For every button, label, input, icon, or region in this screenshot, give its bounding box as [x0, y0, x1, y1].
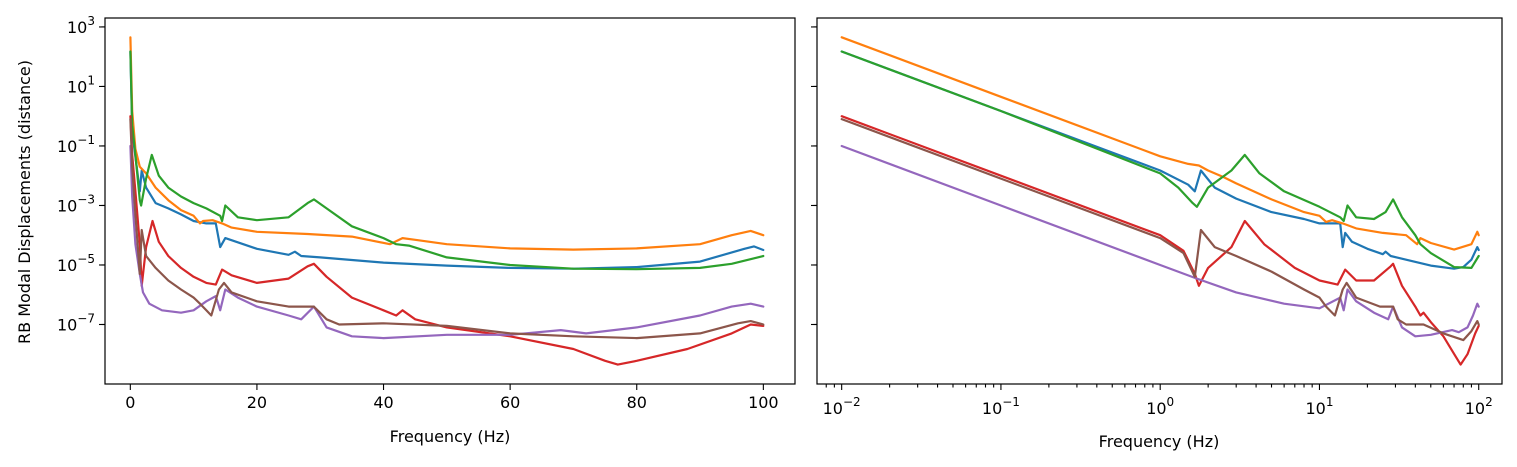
left-x-tick-label: 60: [500, 393, 520, 412]
left-x-tick-label: 100: [748, 393, 779, 412]
left-y-tick-label: 10−7: [57, 311, 95, 334]
left-y-tick-label: 10−1: [57, 133, 95, 156]
left-series-line-2: [129, 36, 765, 251]
left-series-line-6: [129, 117, 765, 340]
right-x-tick-label: 10−2: [823, 395, 861, 418]
right-series-line-1: [840, 50, 1480, 270]
right-x-axis-label: Frequency (Hz): [1099, 432, 1220, 451]
right-x-tick-label: 102: [1465, 395, 1493, 418]
right-x-tick-label: 100: [1146, 395, 1174, 418]
left-y-ticks: 10−7 10−5 10−3 10−1 101 103: [57, 14, 105, 334]
left-x-axis-label: Frequency (Hz): [390, 427, 511, 446]
left-x-tick-label: 20: [247, 393, 267, 412]
right-x-tick-label: 10−1: [982, 395, 1020, 418]
right-x-ticks: 10−2 10−1 100 101 102: [823, 384, 1493, 418]
right-y-ticks: [811, 26, 817, 326]
left-plot-linear-frequency: 0 20 40 60 80 100 10−7 10−5 10−3 10−1 101 103 Freq…: [57, 14, 796, 446]
right-plot-frame: [816, 17, 1503, 385]
right-plot-log-frequency: 10−2 10−1 100 101 102 Frequency (Hz): [811, 17, 1503, 451]
right-series-line-4: [840, 115, 1480, 366]
right-series-line-3: [840, 50, 1480, 269]
right-x-tick-label: 101: [1305, 395, 1333, 418]
left-plot-frame: [104, 17, 796, 385]
left-series-layer: [129, 36, 765, 366]
left-series-line-3: [129, 50, 765, 271]
right-series-line-6: [840, 117, 1480, 342]
left-series-line-5: [129, 144, 765, 340]
right-series-line-2: [840, 36, 1480, 251]
right-series-layer: [840, 36, 1480, 366]
left-series-line-4: [129, 115, 765, 366]
left-series-line-1: [129, 50, 765, 270]
left-x-tick-label: 40: [373, 393, 393, 412]
left-y-tick-label: 10−5: [57, 252, 95, 275]
left-x-tick-label: 0: [125, 393, 135, 412]
y-axis-label: RB Modal Displacements (distance): [15, 60, 34, 344]
right-series-line-5: [840, 144, 1480, 338]
left-y-tick-label: 103: [67, 14, 95, 37]
left-y-tick-label: 101: [67, 73, 95, 96]
left-y-tick-label: 10−3: [57, 192, 95, 215]
left-x-ticks: 0 20 40 60 80 100: [125, 384, 779, 412]
left-x-tick-label: 80: [627, 393, 647, 412]
